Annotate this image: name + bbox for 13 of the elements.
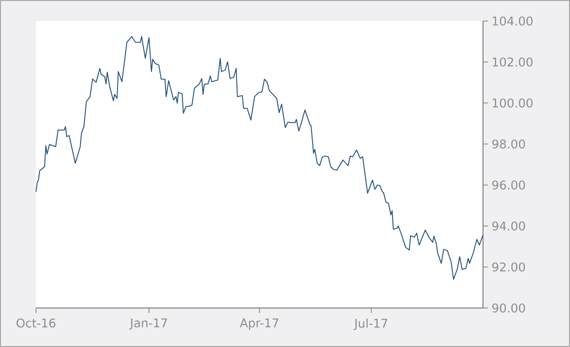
y-tick-label: 102.00 bbox=[492, 57, 533, 67]
x-tick-label: Jul-17 bbox=[354, 318, 388, 330]
y-tick-label: 90.00 bbox=[492, 303, 525, 313]
y-tick-label: 104.00 bbox=[492, 16, 533, 26]
y-tick-label: 92.00 bbox=[492, 262, 525, 272]
y-tick-label: 100.00 bbox=[492, 98, 533, 108]
y-tick-label: 96.00 bbox=[492, 180, 525, 190]
x-tick-label: Apr-17 bbox=[240, 318, 278, 330]
x-tick-label: Jan-17 bbox=[129, 318, 167, 330]
y-tick-label: 98.00 bbox=[492, 139, 525, 149]
x-tick-label: Oct-16 bbox=[16, 318, 56, 328]
y-tick-label: 94.00 bbox=[492, 221, 525, 231]
line-series bbox=[36, 36, 484, 280]
